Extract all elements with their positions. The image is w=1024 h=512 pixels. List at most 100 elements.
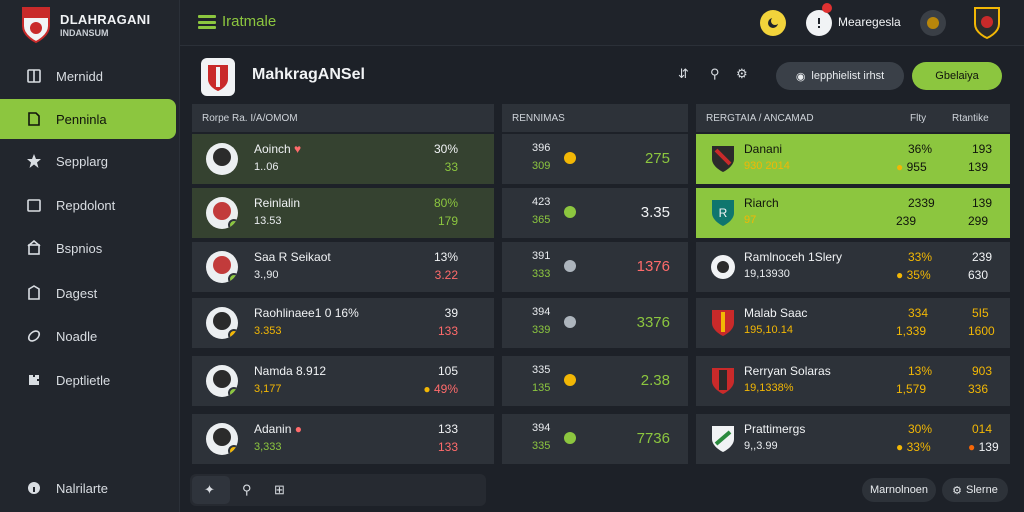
team-crest-icon <box>712 310 734 336</box>
team-value-a1: 30% <box>908 422 933 436</box>
gear-icon: ⚙ <box>952 484 963 497</box>
player-value-2: 179 <box>437 214 458 228</box>
player-name: Adanin ● <box>254 422 302 436</box>
stat-value-1: 335 <box>532 364 551 376</box>
stat-value-1: 391 <box>532 250 551 262</box>
player-avatar <box>206 307 238 339</box>
folder-icon <box>24 195 44 215</box>
team-row[interactable]: Malab Saac 195,10.14 334 1,339 5I5 1600 <box>696 298 1010 348</box>
status-dot-icon <box>564 316 576 328</box>
grid-icon[interactable]: ⊞ <box>274 482 285 497</box>
swap-icon[interactable]: ⇵ <box>678 66 689 81</box>
stat-row[interactable]: 394 335 7736 <box>502 414 688 464</box>
player-row[interactable]: Namda 8.912 3,177 105 ● 49% <box>192 356 494 406</box>
team-crest-icon <box>712 368 734 394</box>
team-row[interactable]: Ramlnoceh 1Slery 19,13930 33% ● 35% 239 … <box>696 242 1010 292</box>
stat-row[interactable]: 423 365 3.35 <box>502 188 688 238</box>
settings-icon[interactable]: ⚙ <box>736 66 748 81</box>
player-value-1: 133 <box>437 422 458 436</box>
moon-icon[interactable] <box>760 10 786 36</box>
footer-pill-left[interactable]: Marnolnoen <box>862 478 936 502</box>
player-value-1: 105 <box>437 364 458 378</box>
sidebar-item-5[interactable]: Bspnios <box>0 228 176 268</box>
stat-value-1: 394 <box>532 422 551 434</box>
sidebar-item-1[interactable]: Mernidd <box>0 56 176 96</box>
stat-row[interactable]: 391 333 1376 <box>502 242 688 292</box>
pin-icon[interactable]: ⚲ <box>242 482 252 497</box>
whistle-icon <box>24 326 44 346</box>
coin-icon: ● <box>896 160 904 174</box>
team-row[interactable]: Rerryan Solaras 19,1338% 13% 1,579 903 3… <box>696 356 1010 406</box>
col-header-b[interactable]: Rtantike <box>952 112 989 124</box>
sidebar-item-label: Penninla <box>56 111 107 127</box>
team-row[interactable]: Danani 930 2014 36% ● 955 193 139 <box>696 134 1010 184</box>
sidebar: DLAHRAGANI INDANSUM Mernidd Penninla Sep… <box>0 0 180 512</box>
stat-value-1: 394 <box>532 306 551 318</box>
player-row[interactable]: Raohlinaee1 0 16% 3.353 39 133 <box>192 298 494 348</box>
notification-icon[interactable] <box>806 10 832 36</box>
status-dot-icon <box>564 374 576 386</box>
team-value-b1: 5I5 <box>972 306 989 320</box>
team-row[interactable]: R Riarch 97 2339 239 139 299 <box>696 188 1010 238</box>
sparkle-icon[interactable]: ✦ <box>204 482 215 497</box>
sidebar-item-2[interactable]: Penninla <box>0 99 176 139</box>
coin-icon: ● <box>423 382 431 396</box>
sidebar-footer-label: Nalrilarte <box>56 480 109 496</box>
sidebar-item-6[interactable]: Dagest <box>0 273 176 313</box>
team-value-a1: 33% <box>908 250 933 264</box>
sidebar-item-8[interactable]: Deptlietle <box>0 360 176 400</box>
stat-big-value: 3376 <box>636 314 670 331</box>
team-value-b1: 903 <box>972 364 993 378</box>
team-value-a2: ● 33% <box>896 440 931 454</box>
status-dot-icon <box>564 432 576 444</box>
player-sub: 3.353 <box>254 325 282 337</box>
player-row[interactable]: Reinlalin 13.53 80% 179 <box>192 188 494 238</box>
sidebar-item-7[interactable]: Noadle <box>0 316 176 356</box>
status-dot-icon <box>564 152 576 164</box>
ball-icon[interactable] <box>920 10 946 36</box>
sidebar-item-3[interactable]: Sepplarg <box>0 141 176 181</box>
menu-icon[interactable] <box>198 15 216 29</box>
team-crest-icon <box>711 255 735 279</box>
svg-text:R: R <box>719 206 728 220</box>
team-value-b2: 630 <box>968 268 989 282</box>
user-name[interactable]: Mearegesla <box>838 15 901 29</box>
stat-row[interactable]: 335 135 2.38 <box>502 356 688 406</box>
stat-big-value: 275 <box>644 150 670 167</box>
stat-row[interactable]: 394 339 3376 <box>502 298 688 348</box>
team-crest-icon: R <box>712 200 734 226</box>
sidebar-footer-item[interactable]: Nalrilarte <box>0 468 176 508</box>
toggle-icon: ◉ <box>795 70 806 83</box>
sidebar-item-4[interactable]: Repdolont <box>0 185 176 225</box>
brand[interactable]: DLAHRAGANI INDANSUM <box>18 6 168 46</box>
book-icon <box>24 66 44 86</box>
team-row[interactable]: Prattimergs 9,,3.99 30% ● 33% 014 ● 139 <box>696 414 1010 464</box>
star-icon <box>24 151 44 171</box>
search-icon[interactable]: ⚲ <box>710 66 720 81</box>
building-icon <box>24 238 44 258</box>
document-icon <box>24 109 44 129</box>
bottom-toolbar: ✦ ⚲ ⊞ <box>190 474 486 506</box>
primary-action-button[interactable]: Gbelaiya <box>912 62 1002 90</box>
coin-icon: ● <box>896 268 904 282</box>
team-sub: 19,1338% <box>744 382 794 394</box>
stat-row[interactable]: 396 309 275 <box>502 134 688 184</box>
player-row[interactable]: Aoinch ♥ 1..06 30% 33 <box>192 134 494 184</box>
team-value-a1: 13% <box>908 364 933 378</box>
profile-crest-icon[interactable] <box>973 6 1001 40</box>
stat-value-1: 423 <box>532 196 551 208</box>
player-value-2: 33 <box>444 160 458 174</box>
team-value-b2: 1600 <box>968 324 995 338</box>
sidebar-item-label: Deptlietle <box>56 372 111 388</box>
footer-pill-right[interactable]: ⚙ Slerne <box>942 478 1008 502</box>
col-header-a[interactable]: Flty <box>910 112 927 124</box>
player-value-1: 39 <box>444 306 458 320</box>
player-row[interactable]: Adanin ● 3,333 133 133 <box>192 414 494 464</box>
filter-button[interactable]: ◉ lepphielist irhst <box>776 62 904 90</box>
brand-title: DLAHRAGANI <box>60 12 151 27</box>
player-value-2: 133 <box>437 440 458 454</box>
club-crest-icon <box>22 7 50 44</box>
team-name: Malab Saac <box>744 306 808 320</box>
top-bar: Iratmale Mearegesla <box>180 0 1024 46</box>
player-row[interactable]: Saa R Seikaot 3.,90 13% 3.22 <box>192 242 494 292</box>
